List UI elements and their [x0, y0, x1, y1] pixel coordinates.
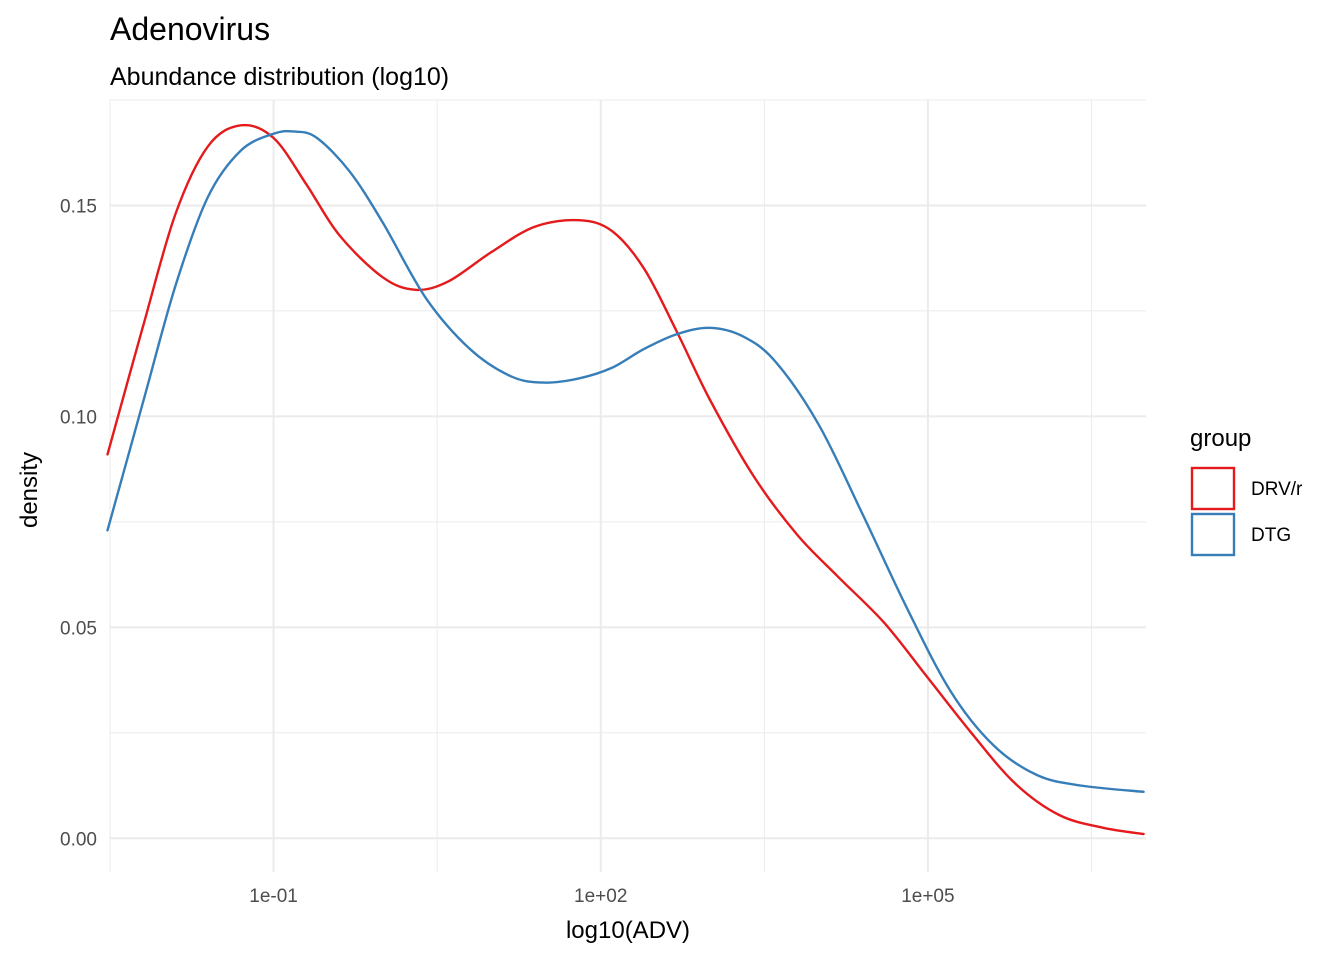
chart-subtitle: Abundance distribution (log10): [110, 63, 449, 91]
y-tick-label: 0.05: [60, 618, 97, 639]
legend-title: group: [1190, 425, 1251, 452]
legend-key-dtg: [1190, 512, 1236, 557]
plot-grid: [109, 99, 1146, 872]
series-line-dtg: [106, 129, 1145, 793]
chart-title: Adenovirus: [110, 11, 270, 47]
legend-label-dtg: DTG: [1251, 525, 1291, 546]
y-axis-title: density: [16, 452, 43, 528]
x-tick-label: 1e+05: [901, 886, 954, 907]
y-axis-ticks: 0.00 0.05 0.10 0.15: [60, 196, 97, 850]
x-tick-label: 1e+02: [574, 886, 627, 907]
series-line-drv-r: [106, 123, 1145, 836]
x-axis-ticks: 1e-01 1e+02 1e+05: [249, 886, 954, 907]
x-tick-label: 1e-01: [249, 886, 298, 907]
y-tick-label: 0.00: [60, 829, 97, 850]
legend: group DRV/r DTG: [1190, 425, 1303, 557]
legend-key-drv-r: [1190, 466, 1236, 511]
y-tick-label: 0.15: [60, 196, 97, 217]
x-axis-title: log10(ADV): [566, 917, 690, 944]
y-tick-label: 0.10: [60, 407, 97, 428]
legend-label-drv-r: DRV/r: [1251, 479, 1303, 500]
series-layer: [106, 123, 1145, 836]
